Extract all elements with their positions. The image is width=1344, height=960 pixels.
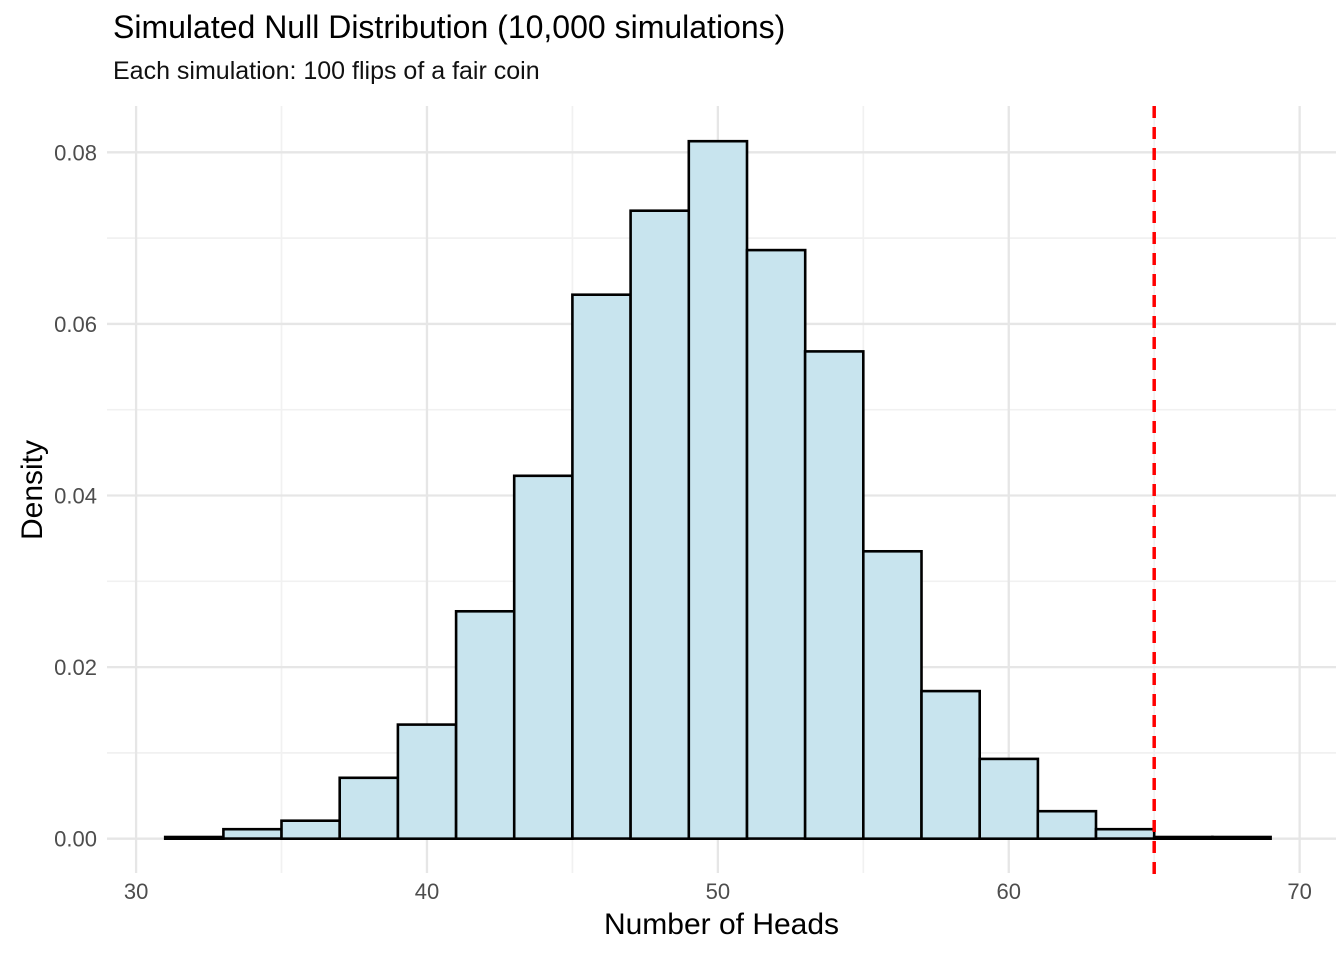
x-tick-label: 50 bbox=[706, 879, 730, 904]
histogram-bar bbox=[222, 827, 283, 840]
y-tick-label: 0.04 bbox=[54, 484, 97, 509]
histogram-bar bbox=[687, 139, 749, 840]
histogram-bar bbox=[1211, 835, 1272, 841]
chart-title: Simulated Null Distribution (10,000 simu… bbox=[113, 9, 786, 45]
histogram-bar bbox=[571, 293, 632, 840]
y-tick-label: 0.06 bbox=[54, 312, 97, 337]
histogram-bar bbox=[1036, 809, 1098, 841]
histogram-bar bbox=[978, 757, 1040, 841]
y-tick-label: 0.00 bbox=[54, 827, 97, 852]
y-tick-label: 0.08 bbox=[54, 140, 97, 165]
x-tick-label: 30 bbox=[124, 879, 148, 904]
histogram-bar bbox=[163, 835, 225, 841]
histogram-bar bbox=[280, 819, 342, 841]
y-axis-title: Density bbox=[16, 439, 49, 541]
histogram-bar bbox=[338, 776, 400, 840]
x-tick-label: 60 bbox=[997, 879, 1021, 904]
x-tick-label: 40 bbox=[415, 879, 439, 904]
histogram-bar bbox=[803, 350, 865, 840]
histogram-bar bbox=[861, 549, 923, 840]
histogram-bar bbox=[512, 474, 574, 840]
histogram-bar bbox=[920, 689, 982, 840]
histogram-bar bbox=[1094, 827, 1156, 840]
histogram-bar bbox=[629, 209, 691, 840]
chart-subtitle: Each simulation: 100 flips of a fair coi… bbox=[113, 57, 540, 85]
histogram-bar bbox=[454, 609, 516, 840]
histogram-bar bbox=[1152, 835, 1214, 841]
histogram-bar bbox=[745, 248, 807, 840]
x-tick-label: 70 bbox=[1287, 879, 1311, 904]
histogram-bar bbox=[396, 723, 458, 840]
x-axis-title: Number of Heads bbox=[603, 908, 840, 941]
y-tick-label: 0.02 bbox=[54, 655, 97, 680]
